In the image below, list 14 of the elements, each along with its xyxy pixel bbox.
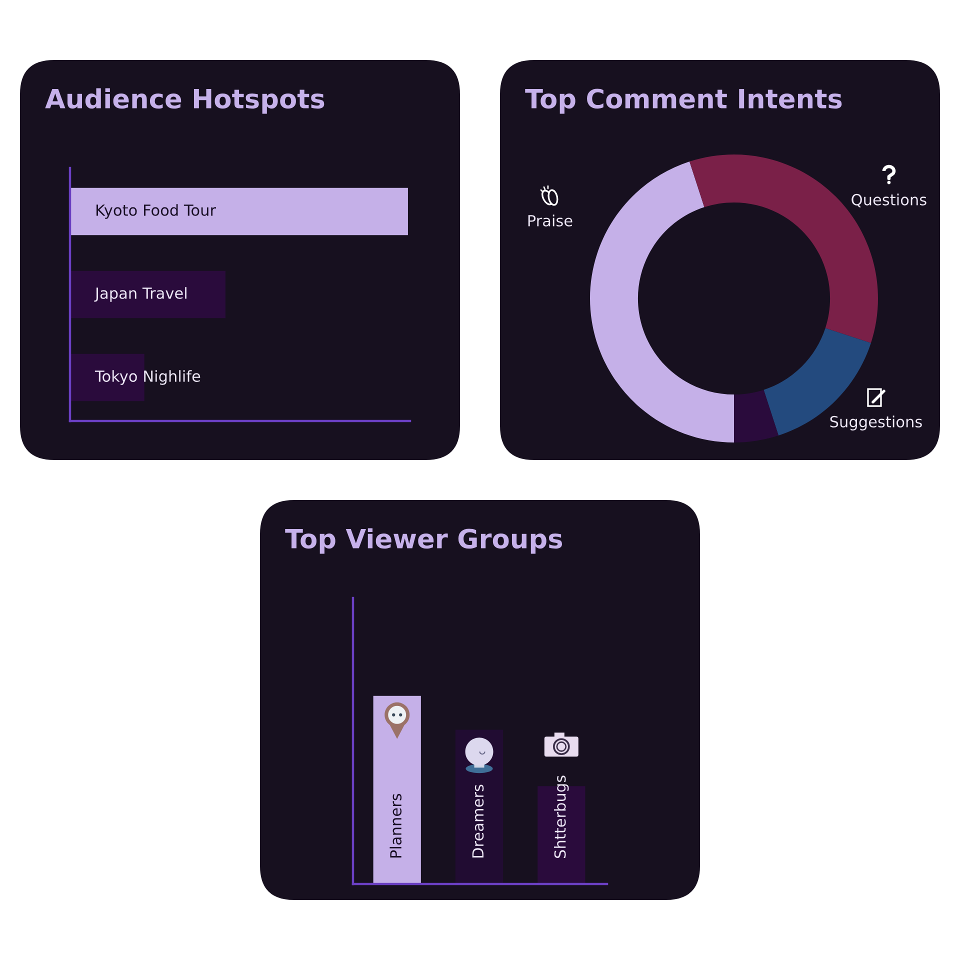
y-tick-label: Japan Travel [94,287,186,302]
y-tick-label: Tokyo Nighlife [94,370,200,385]
slice-label: Suggestions [830,416,922,430]
x-tick-label: Shtterbugs [554,776,569,858]
donut-slice [590,162,734,442]
chart-title: Top Viewer Groups [285,528,562,554]
x-tick-label: Dreamers [472,784,484,858]
slice-label: Praise [528,214,572,226]
donut-slice [734,390,778,442]
slice-label: Questions [852,194,926,208]
x-tick-label: Planners [390,794,402,858]
y-tick-label: Kyoto Food Tour [96,204,216,219]
chart-title: Audience Hotspots [45,88,324,114]
chart-title: Top Comment Intents [525,88,842,114]
